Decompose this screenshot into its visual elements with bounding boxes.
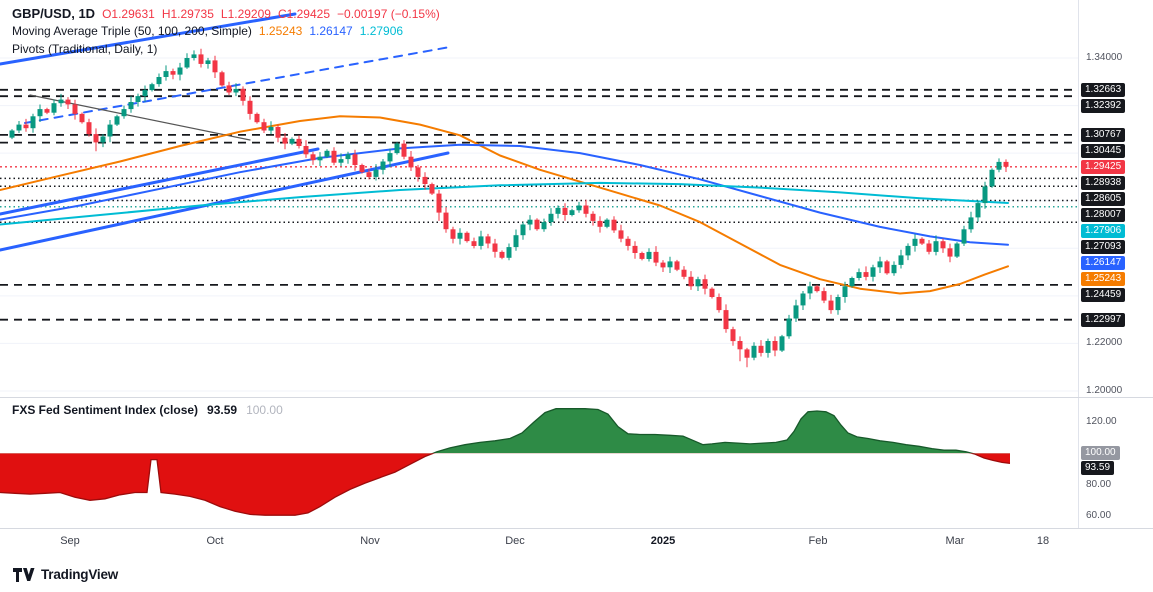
price-axis-badge: 1.28938 [1081,176,1126,190]
symbol-legend-row[interactable]: GBP/USD, 1D O1.29631 H1.29735 L1.29209 C… [12,6,440,24]
tradingview-logo[interactable]: TradingView [13,567,118,582]
price-axis-badge: 1.30767 [1081,128,1126,142]
price-axis-badge: 1.29425 [1081,160,1126,174]
tradingview-logo-icon [13,568,35,582]
price-axis-badge: 1.24459 [1081,288,1126,302]
sentiment-axis-badge: 93.59 [1081,461,1115,475]
time-axis-separator [0,528,1153,529]
ohlc-open: O1.29631 [102,7,155,21]
trend-lines[interactable] [0,12,451,252]
close-value: 1.29425 [286,7,331,21]
time-axis-label: Feb [808,535,828,547]
pane-separator[interactable] [0,397,1153,398]
ma50-value: 1.25243 [258,24,303,38]
price-axis-badge: 1.28605 [1081,192,1126,206]
change-value: −0.00197 (−0.15%) [337,7,440,21]
ma-legend-row[interactable]: Moving Average Triple (50, 100, 200, Sim… [12,24,440,42]
sentiment-baseline-value: 100.00 [246,403,283,417]
price-axis-badge: 1.32663 [1081,83,1126,97]
price-axis-badge: 1.25243 [1081,272,1126,286]
sentiment-legend-row[interactable]: FXS Fed Sentiment Index (close) 93.59 10… [12,403,283,417]
ma200-value: 1.27906 [359,24,404,38]
price-axis-label: 1.22000 [1086,337,1123,348]
time-axis-label: Oct [206,535,224,547]
sentiment-pane[interactable] [0,398,1078,528]
ma100-value: 1.26147 [309,24,353,38]
candlestick-series[interactable] [9,48,1009,368]
ohlc-low: L1.29209 [221,7,271,21]
sentiment-area[interactable] [0,408,1011,516]
high-label: H [161,7,171,21]
sentiment-axis-label: 60.00 [1086,510,1112,521]
price-axis[interactable]: 1.340001.320001.300001.280001.260001.240… [1078,0,1153,557]
sentiment-axis-badge: 100.00 [1081,446,1120,460]
ma100-line[interactable] [0,143,1009,246]
price-axis-badge: 1.27906 [1081,224,1126,238]
ohlc-high: H1.29735 [162,7,214,21]
time-axis-label: Mar [945,535,965,547]
close-label: C [277,7,287,21]
ma50-line[interactable] [0,115,1009,295]
low-label: L [220,7,228,21]
time-axis-label: 2025 [650,535,676,547]
open-label: O [102,7,112,21]
symbol-title: GBP/USD, 1D [12,6,96,21]
pivot-lines[interactable] [0,88,1078,321]
pivots-legend-row[interactable]: Pivots (Traditional, Daily, 1) [12,42,440,60]
price-axis-label: 1.34000 [1086,52,1123,63]
price-axis-badge: 1.26147 [1081,256,1126,270]
open-value: 1.29631 [111,7,155,21]
high-value: 1.29735 [170,7,214,21]
sentiment-value: 93.59 [207,403,238,417]
low-value: 1.29209 [227,7,271,21]
main-chart-pane[interactable] [0,0,1078,398]
price-axis-badge: 1.27093 [1081,240,1126,254]
legend: GBP/USD, 1D O1.29631 H1.29735 L1.29209 C… [12,6,440,60]
time-axis[interactable]: Sep Oct Nov Dec 2025 Feb Mar 18 [0,528,1153,557]
ohlc-close: C1.29425 [278,7,330,21]
grid-lines [0,57,1078,392]
bottom-toolbar: TradingView [0,557,1153,592]
tradingview-wordmark: TradingView [41,567,119,582]
ma200-line[interactable] [0,181,1009,226]
price-axis-badge: 1.32392 [1081,99,1126,113]
time-axis-label: Nov [360,535,380,547]
price-axis-badge: 1.28007 [1081,208,1126,222]
price-axis-badge: 1.30445 [1081,144,1126,158]
pivots-indicator-title: Pivots (Traditional, Daily, 1) [12,42,158,56]
sentiment-axis-label: 120.00 [1086,416,1117,427]
price-axis-label: 1.20000 [1086,385,1123,396]
sentiment-axis-label: 80.00 [1086,479,1112,490]
sentiment-indicator-title: FXS Fed Sentiment Index (close) [12,403,199,417]
price-axis-badge: 1.22997 [1081,313,1126,327]
time-axis-label: 18 [1036,535,1050,547]
ma-indicator-title: Moving Average Triple (50, 100, 200, Sim… [12,24,252,38]
time-axis-label: Sep [60,535,80,547]
time-axis-label: Dec [505,535,525,547]
main-chart-canvas[interactable] [0,0,1078,398]
sentiment-canvas[interactable] [0,398,1078,528]
